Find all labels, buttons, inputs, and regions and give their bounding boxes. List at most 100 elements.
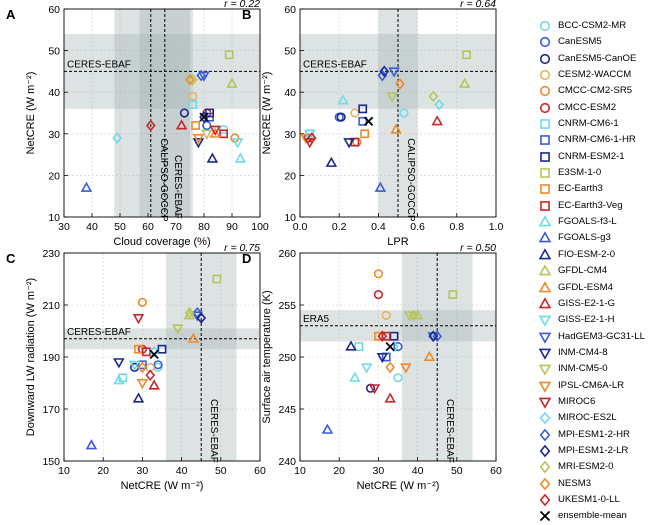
x-tick-label: 0.4 (371, 221, 386, 233)
legend-marker (538, 364, 552, 377)
data-point-gfdl-cm4 (411, 309, 424, 320)
data-point-mpi-esm1-2-lr (428, 330, 439, 343)
data-point-ipsl-cm6a-lr (400, 363, 412, 374)
legend-marker (538, 264, 552, 276)
legend-label: CMCC-CM2-SR5 (558, 85, 633, 97)
legend-marker (538, 381, 552, 393)
y-tick-label: 240 (278, 456, 296, 468)
obs-band-vertical (114, 9, 190, 217)
legend-label: MRI-ESM2-0 (558, 461, 614, 473)
legend-label: FGOALS-f3-L (558, 216, 617, 228)
legend-item: INM-CM5-0 (538, 361, 660, 377)
data-point-fgoals-f3-l (349, 371, 361, 382)
legend-marker-icon (539, 428, 551, 442)
x-tick-label: 0.2 (332, 221, 347, 233)
y-tick-label: 60 (48, 4, 60, 16)
legend-item: MIROC6 (538, 394, 660, 410)
y-axis-label: NetCRE (W m⁻²) (25, 72, 37, 155)
legend-label: ensemble-mean (558, 510, 627, 522)
x-tick-label: 40 (176, 465, 188, 477)
legend-label: CESM2-WACCM (558, 69, 632, 81)
data-point-gfdl-esm4 (390, 123, 402, 134)
legend-item: MIROC-ES2L (538, 410, 660, 426)
data-point-ukesm1-0-ll (145, 119, 156, 132)
data-point-fio-esm-2-0 (325, 156, 338, 167)
legend-marker (540, 168, 550, 178)
y-axis-label: NetCRE (W m⁻²) (261, 72, 273, 155)
reference-label: ERA5 (303, 314, 330, 325)
reference-label: CALIPSO-GOCCP (405, 138, 416, 222)
legend-marker-icon (539, 20, 551, 32)
legend-marker-icon (539, 53, 551, 64)
data-point-gfdl-esm4 (209, 127, 221, 138)
legend-item: GISS-E2-1-G (538, 296, 660, 312)
x-tick-label: 80 (198, 221, 210, 233)
reference-label: CALIPSO-GOCCP (158, 138, 169, 222)
legend-marker-icon (538, 315, 552, 327)
legend-item: EC-Earth3 (538, 181, 660, 197)
data-point-nesm3 (385, 361, 395, 374)
legend-marker (538, 297, 552, 309)
legend-item: NESM3 (538, 476, 660, 492)
legend-marker (539, 86, 551, 97)
data-point-fgoals-g3 (80, 181, 93, 192)
legend-marker (539, 444, 551, 458)
legend-marker-icon (539, 493, 551, 507)
data-point-canesm5 (153, 360, 163, 370)
data-point-nesm3 (185, 73, 195, 86)
y-tick-label: 30 (284, 129, 296, 141)
legend-marker-icon (538, 280, 552, 292)
legend-marker (538, 215, 552, 227)
legend-marker-icon (539, 102, 551, 113)
legend-marker-icon (538, 248, 552, 260)
data-point-cesm2-waccm (188, 91, 198, 101)
legend-label: HadGEM3-GC31-LL (558, 330, 645, 342)
data-point-ensemble-mean (385, 341, 395, 352)
data-point-ensemble-mean (363, 116, 374, 126)
legend-item: CNRM-CM6-1-HR (538, 132, 660, 148)
legend-label: MPI-ESM1-2-LR (558, 444, 629, 456)
data-point-mri-esm2-0 (187, 73, 198, 86)
plot-frame (63, 8, 261, 218)
legend-label: IPSL-CM6A-LR (558, 379, 625, 391)
legend-marker-icon (538, 264, 552, 276)
data-point-cesm2-waccm (381, 310, 391, 321)
data-point-giss-e2-1-h (360, 363, 373, 374)
legend-item: CNRM-CM6-1 (538, 116, 660, 132)
data-point-cmcc-cm2-sr5 (373, 269, 384, 279)
x-tick-label: 30 (137, 465, 149, 477)
x-tick-label: 60 (490, 465, 502, 477)
x-axis-label: LPR (387, 236, 408, 248)
data-point-cmcc-esm2 (373, 290, 384, 300)
legend-marker-icon (538, 348, 552, 360)
data-point-inm-cm4-8 (113, 358, 125, 369)
data-point-e3sm-1-0 (212, 274, 222, 284)
data-point-miroc-es2l (112, 132, 123, 144)
legend-marker (540, 151, 550, 162)
data-point-cnrm-esm2-1 (157, 344, 167, 354)
data-point-miroc-es2l (434, 98, 444, 111)
y-tick-label: 30 (48, 129, 60, 141)
y-tick-label: 230 (42, 248, 60, 260)
y-tick-label: 10 (48, 212, 60, 224)
legend-marker-icon (540, 200, 550, 211)
x-tick-label: 40 (86, 221, 98, 233)
legend-marker-icon (538, 397, 552, 409)
legend-item: FGOALS-g3 (538, 230, 660, 246)
data-point-ec-earth3-veg (381, 331, 391, 341)
legend-label: MIROC6 (558, 395, 596, 407)
panel-letter: D (242, 251, 251, 266)
legend-item: E3SM-1-0 (538, 165, 660, 181)
legend-marker-icon (539, 86, 551, 97)
x-tick-label: 0.6 (410, 221, 425, 233)
x-tick-label: 30 (58, 221, 70, 233)
y-tick-label: 245 (278, 404, 296, 416)
legend-marker-icon (539, 444, 551, 458)
y-tick-label: 250 (278, 352, 296, 364)
legend-marker-icon (539, 460, 551, 474)
data-point-canesm5-canoe (336, 112, 346, 122)
legend-marker-icon (538, 215, 552, 227)
correlation-label: r = 0.22 (224, 0, 260, 10)
x-tick-label: 30 (373, 465, 385, 477)
